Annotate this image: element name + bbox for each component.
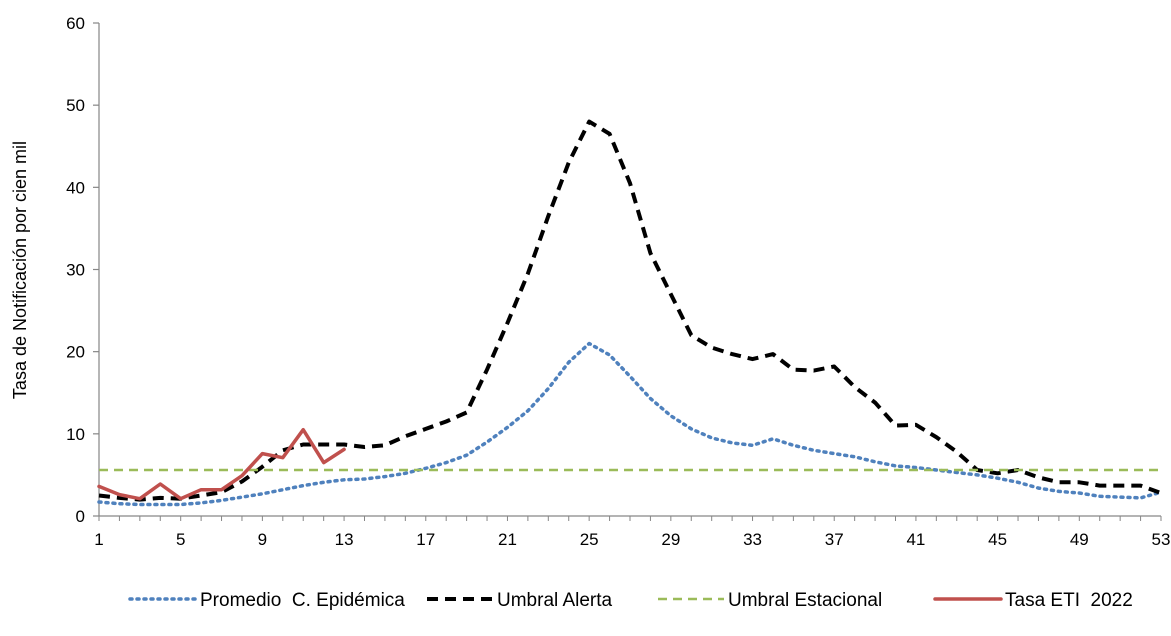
x-tick-label: 49 (1070, 530, 1089, 549)
x-tick-label: 13 (335, 530, 354, 549)
y-tick-label: 20 (66, 343, 85, 362)
series-lines (97, 119, 1163, 507)
x-tick-label: 37 (825, 530, 844, 549)
x-tick-label: 5 (176, 530, 185, 549)
axes: 0 10 20 30 40 50 60 1 5 9 13 17 21 25 29 33 37 41 45 49 53 (66, 14, 1170, 549)
x-tick-label: 17 (416, 530, 435, 549)
series-line-4 (97, 427, 346, 501)
series-line-2 (98, 119, 1162, 502)
y-axis-label: Tasa de Notificación por cien mil (10, 141, 30, 399)
y-tick-label: 0 (76, 507, 85, 526)
legend-label-2: Umbral Alerta (497, 590, 613, 611)
legend-label-4: Tasa ETI 2022 (1005, 590, 1133, 611)
x-tick-label: 29 (661, 530, 680, 549)
x-tick-label: 53 (1152, 530, 1171, 549)
x-tick-label: 1 (94, 530, 103, 549)
x-tick-label: 9 (258, 530, 267, 549)
legend: Promedio C. Epidémica Umbral Alerta Umbral… (128, 590, 1133, 611)
x-tick-label: 25 (580, 530, 599, 549)
y-tick-label: 40 (66, 178, 85, 197)
y-tick-label: 30 (66, 261, 85, 280)
x-tick-label: 21 (498, 530, 517, 549)
y-tick-label: 10 (66, 425, 85, 444)
series-line-1 (97, 341, 1163, 507)
y-tick-label: 60 (66, 14, 85, 33)
legend-label-3: Umbral Estacional (728, 590, 882, 611)
x-tick-label: 41 (906, 530, 925, 549)
y-tick-label: 50 (66, 96, 85, 115)
legend-label-1: Promedio C. Epidémica (200, 590, 405, 611)
x-tick-label: 33 (743, 530, 762, 549)
x-tick-label: 45 (988, 530, 1007, 549)
